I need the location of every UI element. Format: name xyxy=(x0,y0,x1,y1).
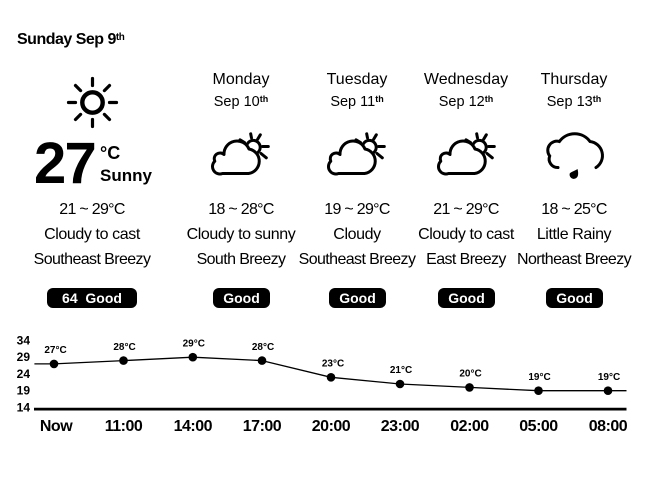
svg-text:34: 34 xyxy=(17,334,31,348)
svg-text:29: 29 xyxy=(17,350,31,364)
svg-text:20:00: 20:00 xyxy=(312,418,351,435)
svg-text:02:00: 02:00 xyxy=(450,418,489,435)
svg-text:21°C: 21°C xyxy=(390,365,412,376)
svg-text:11:00: 11:00 xyxy=(105,418,143,435)
svg-text:19: 19 xyxy=(17,384,31,398)
svg-text:14: 14 xyxy=(17,400,31,414)
svg-text:28°C: 28°C xyxy=(113,342,135,353)
svg-text:05:00: 05:00 xyxy=(519,418,558,435)
svg-text:19°C: 19°C xyxy=(528,372,550,383)
svg-text:23:00: 23:00 xyxy=(381,418,420,435)
svg-text:24: 24 xyxy=(17,367,31,381)
svg-text:27°C: 27°C xyxy=(44,345,66,356)
svg-text:17:00: 17:00 xyxy=(243,418,282,435)
svg-text:20°C: 20°C xyxy=(459,369,481,380)
svg-text:23°C: 23°C xyxy=(322,359,344,370)
svg-text:28°C: 28°C xyxy=(252,342,274,353)
svg-text:19°C: 19°C xyxy=(598,372,620,383)
svg-text:Now: Now xyxy=(40,418,73,435)
svg-text:14:00: 14:00 xyxy=(174,418,213,435)
svg-text:08:00: 08:00 xyxy=(589,418,628,435)
svg-text:29°C: 29°C xyxy=(183,339,205,350)
